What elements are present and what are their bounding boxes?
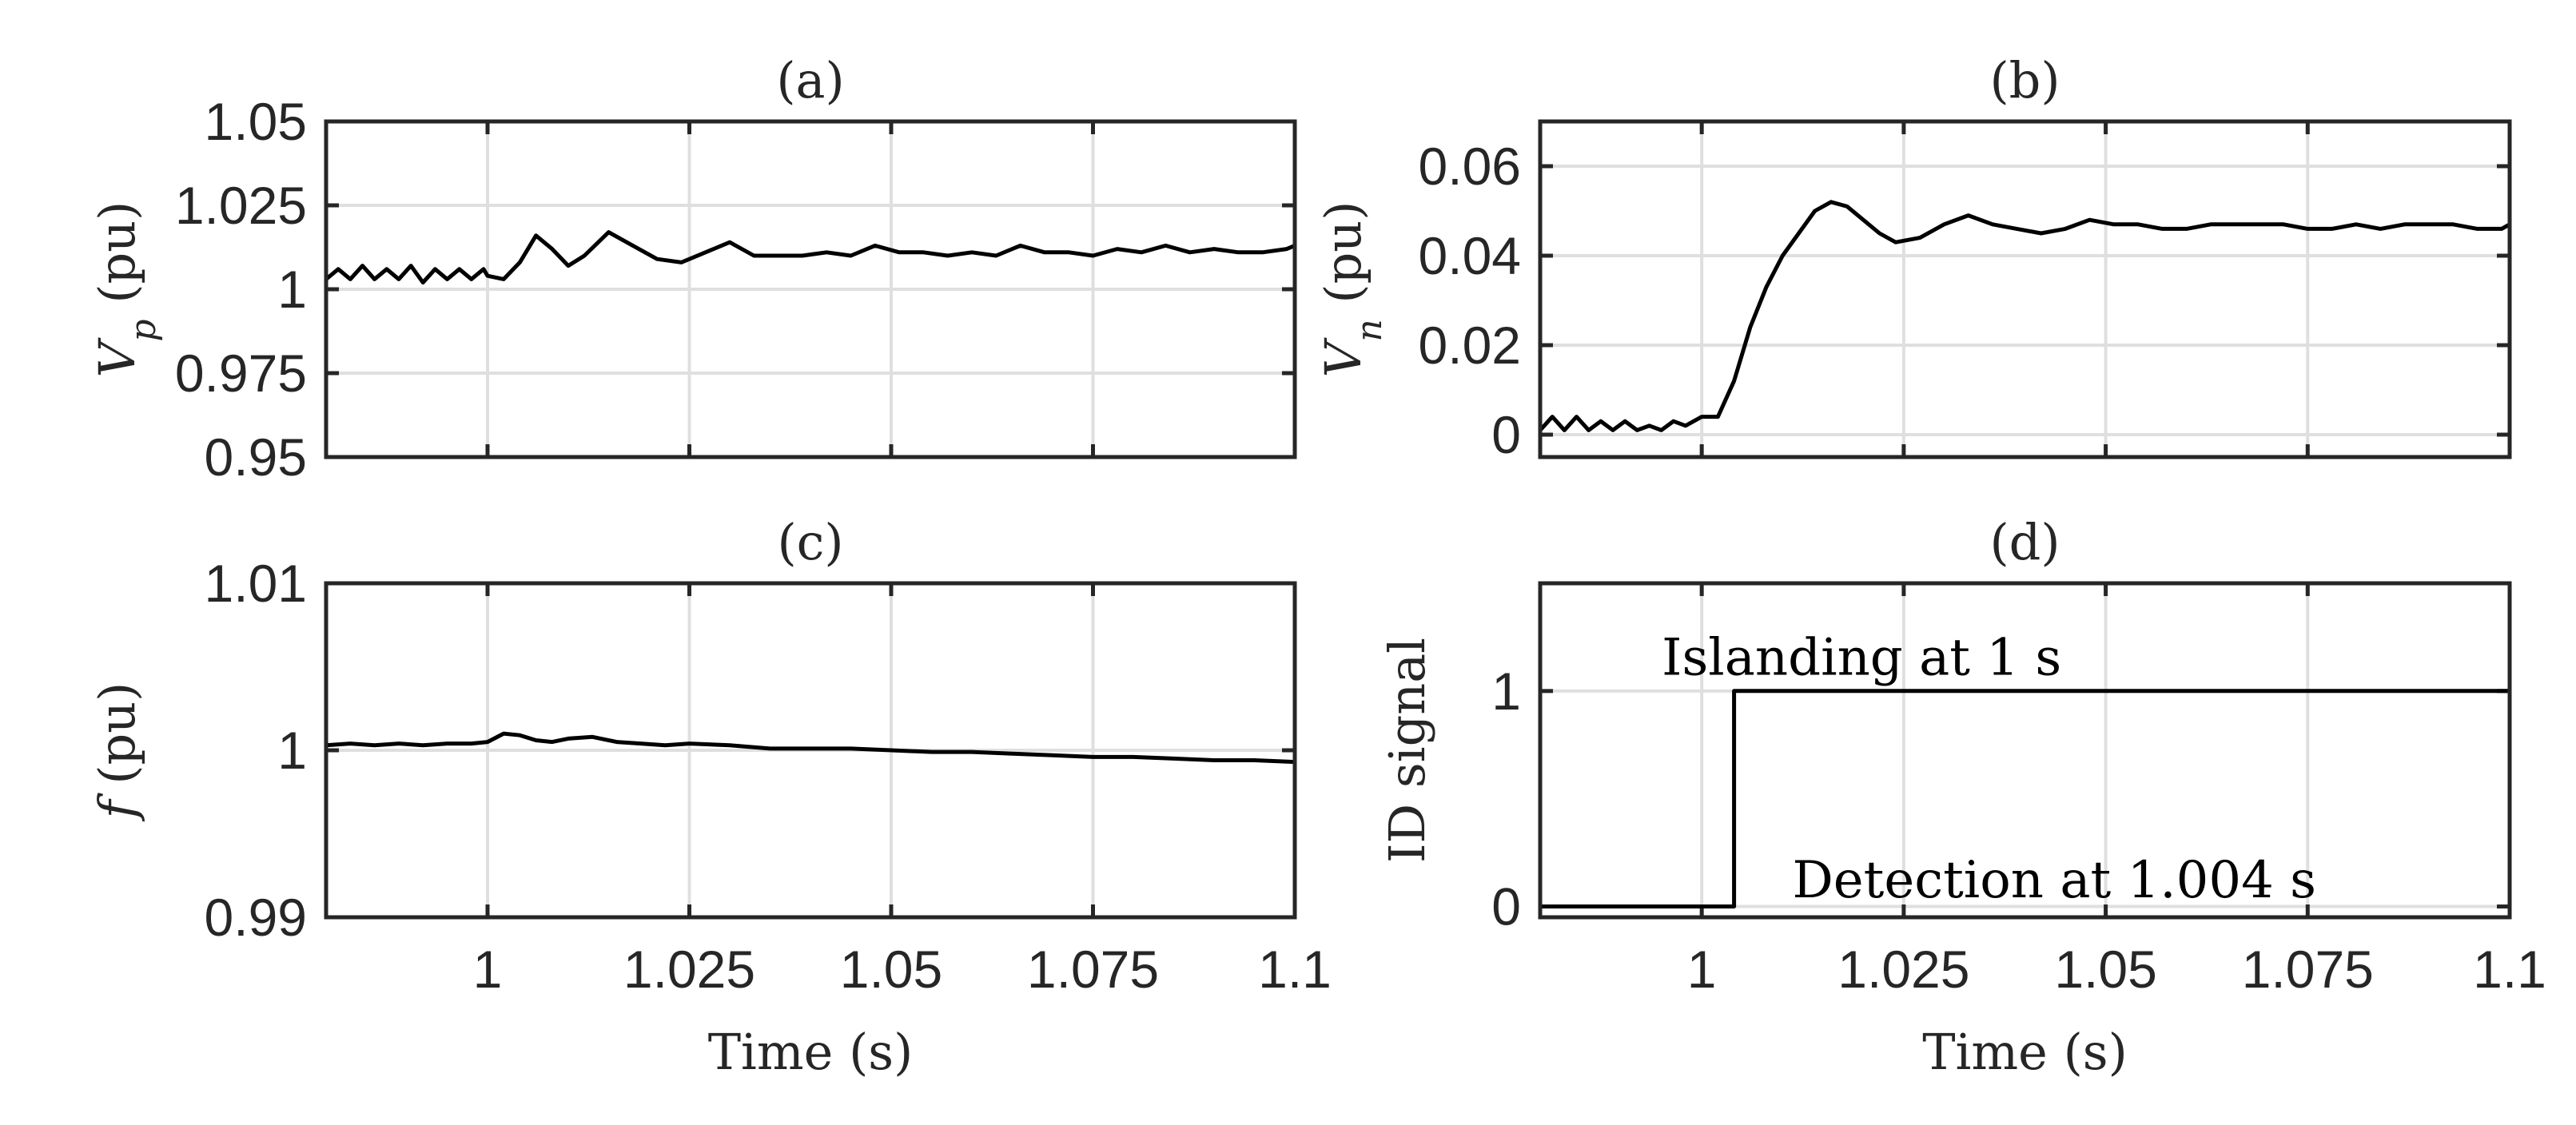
y-tick-label-a: 1.05 — [205, 92, 307, 151]
x-tick-label-c: 1.05 — [840, 940, 942, 999]
y-tick-label-c: 1.01 — [205, 554, 307, 613]
annotation-islanding: Islanding at 1 s — [1662, 628, 2061, 687]
axes-frame-d — [1538, 581, 2512, 920]
y-axis-label-a: Vp (pu) — [88, 201, 164, 378]
panel-b: 0 0.02 0.04 0.06 (b) Vn (pu) — [1314, 51, 2512, 464]
panel-title-c: (c) — [777, 513, 843, 571]
x-tick-label-d: 1.075 — [2242, 940, 2374, 999]
x-axis-label-c: Time (s) — [708, 1023, 914, 1081]
panel-a: 0.95 0.975 1 1.025 1.05 (a) Vp (pu) — [88, 51, 1297, 487]
axes-frame-b — [1538, 119, 2512, 459]
series-line-a — [324, 230, 1296, 285]
panel-title-a: (a) — [776, 51, 844, 109]
x-axis-label-d: Time (s) — [1922, 1023, 2128, 1081]
panel-title-d: (d) — [1989, 513, 2060, 571]
y-tick-label-b: 0.04 — [1419, 226, 1521, 285]
axes-frame-c — [324, 581, 1297, 920]
y-tick-label-a: 0.975 — [175, 344, 307, 403]
x-tick-label-d: 1 — [1687, 940, 1717, 999]
series-line-c — [325, 731, 1296, 765]
y-tick-label-a: 0.95 — [205, 427, 307, 487]
series-line-b — [1539, 200, 2511, 432]
y-label-unit-c: (pu) — [88, 682, 146, 801]
series-line-d — [1540, 689, 2510, 908]
y-tick-label-d: 0 — [1491, 877, 1521, 936]
y-label-symbol-b: V — [1314, 336, 1372, 377]
y-tick-label-b: 0.06 — [1419, 137, 1521, 196]
y-label-unit-b: (pu) — [1314, 201, 1372, 320]
y-tick-label-a: 1 — [277, 260, 307, 319]
y-label-unit-a: (pu) — [88, 201, 146, 320]
annotation-detection: Detection at 1.004 s — [1792, 851, 2316, 910]
x-tick-label-d: 1.1 — [2473, 940, 2546, 999]
x-tick-label-d: 1.05 — [2054, 940, 2156, 999]
y-axis-label-b: Vn (pu) — [1314, 201, 1390, 378]
y-label-subscript-a: p — [123, 319, 164, 341]
axes-frame-a — [324, 119, 1297, 459]
y-label-subscript-b: n — [1349, 319, 1390, 341]
y-label-symbol-a: V — [88, 336, 146, 377]
y-axis-label-c: f (pu) — [88, 682, 146, 822]
panel-title-b: (b) — [1989, 51, 2060, 109]
panel-d: 1 1.025 1.05 1.075 1.1 0 1 (d) ID signal Time … — [1378, 513, 2546, 1081]
y-tick-label-c: 1 — [277, 721, 307, 780]
y-tick-label-b: 0 — [1491, 405, 1521, 464]
x-tick-label-c: 1 — [473, 940, 503, 999]
y-tick-label-d: 1 — [1491, 662, 1521, 721]
x-tick-label-c: 1.075 — [1027, 940, 1159, 999]
y-tick-label-c: 0.99 — [205, 888, 307, 947]
x-tick-label-c: 1.1 — [1258, 940, 1332, 999]
x-tick-label-d: 1.025 — [1837, 940, 1969, 999]
y-tick-label-a: 1.025 — [175, 176, 307, 235]
x-tick-label-c: 1.025 — [623, 940, 755, 999]
y-axis-label-d: ID signal — [1378, 638, 1436, 863]
y-tick-label-b: 0.02 — [1419, 316, 1521, 375]
panel-c: 1 1.025 1.05 1.075 1.1 0.99 1 1.01 (c) f (pu) T… — [88, 513, 1332, 1081]
